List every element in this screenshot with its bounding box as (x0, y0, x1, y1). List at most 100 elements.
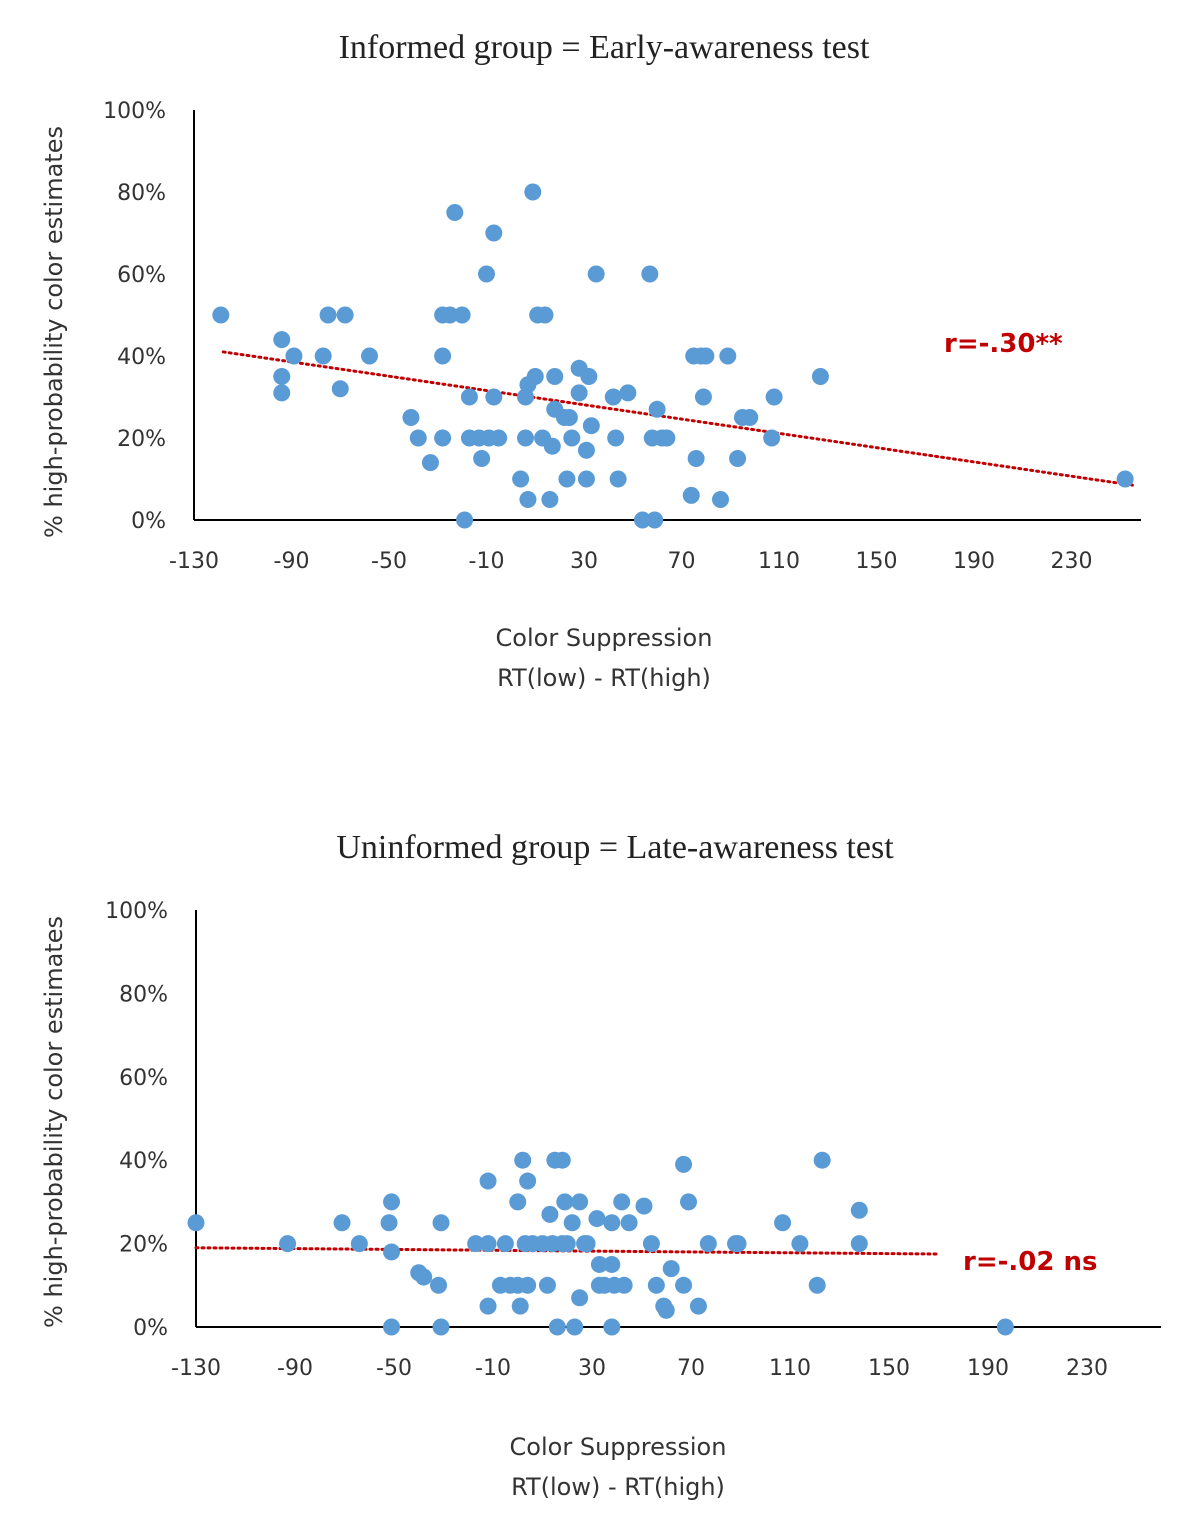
data-point (680, 1193, 698, 1211)
data-point (609, 470, 627, 488)
x-tick-label: 190 (967, 1356, 1009, 1381)
data-point (546, 368, 564, 385)
trendline (221, 350, 1134, 487)
data-point (587, 265, 605, 283)
data-point (432, 1318, 450, 1336)
data-point (675, 1155, 693, 1173)
data-point (648, 400, 666, 418)
data-point (635, 1197, 653, 1215)
y-tick-label: 100% (103, 99, 166, 124)
data-point (434, 347, 452, 365)
y-tick-label: 80% (119, 982, 168, 1007)
data-point (479, 1172, 497, 1190)
data-point (996, 1318, 1014, 1336)
data-point (285, 347, 303, 365)
data-point (658, 429, 676, 447)
chart-2-y-ticks: 0% 20% 40% 60% 80% 100% (105, 899, 168, 1341)
data-point (361, 347, 378, 365)
x-tick-label: 190 (953, 549, 995, 574)
data-point (571, 1193, 589, 1211)
y-tick-label: 80% (117, 181, 166, 206)
data-point (383, 1318, 401, 1336)
data-point (657, 1301, 675, 1319)
chart-2-correlation-label: r=-.02 ns (963, 1247, 1098, 1277)
x-tick-label: 110 (758, 549, 800, 574)
data-point (765, 388, 783, 406)
data-point (1116, 470, 1134, 488)
x-tick-label: -10 (469, 549, 505, 574)
data-point (634, 511, 651, 529)
data-point (603, 1255, 621, 1273)
data-point (543, 437, 561, 455)
data-point (719, 347, 737, 365)
data-point (560, 409, 578, 426)
y-tick-label: 60% (117, 263, 166, 288)
data-point (699, 1235, 717, 1253)
data-point (697, 347, 715, 365)
data-point (647, 1276, 665, 1294)
data-point (541, 491, 559, 508)
data-point (524, 183, 542, 201)
chart-1-y-ticks: 0% 20% 40% 60% 80% 100% (103, 99, 166, 534)
data-point (415, 1268, 433, 1286)
x-tick-label: -90 (277, 1356, 313, 1381)
data-point (519, 1276, 537, 1294)
data-point (519, 491, 537, 508)
y-tick-label: 40% (117, 345, 166, 370)
data-point (811, 368, 829, 385)
data-point (536, 306, 554, 324)
chart-1-xlabel-line2: RT(low) - RT(high) (497, 664, 711, 692)
data-point (642, 1235, 660, 1253)
chart-1-title: Informed group = Early-awareness test (339, 29, 870, 66)
data-point (712, 491, 729, 508)
data-point (453, 306, 471, 324)
data-point (456, 511, 474, 529)
data-point (615, 1276, 633, 1294)
x-tick-label: 150 (868, 1356, 910, 1381)
data-point (556, 1193, 574, 1211)
data-point (350, 1235, 368, 1253)
data-point (604, 388, 622, 406)
data-point (509, 1193, 527, 1211)
chart-informed: Informed group = Early-awareness test % … (40, 29, 1141, 692)
data-point (279, 1235, 297, 1253)
data-point (538, 1276, 556, 1294)
data-point (774, 1214, 792, 1232)
data-point (603, 1214, 621, 1232)
x-tick-label: -130 (171, 1356, 221, 1381)
data-point (402, 409, 420, 426)
x-tick-label: 30 (570, 549, 598, 574)
data-point (478, 265, 495, 283)
data-point (485, 224, 503, 242)
y-tick-label: 0% (131, 509, 166, 534)
y-tick-label: 60% (119, 1066, 168, 1091)
x-tick-label: 30 (578, 1356, 606, 1381)
data-point (460, 388, 478, 406)
chart-uninformed: Uninformed group = Late-awareness test %… (40, 829, 1161, 1501)
data-point (383, 1243, 401, 1261)
data-point (590, 1255, 608, 1273)
data-point (619, 384, 637, 402)
data-point (682, 486, 700, 504)
data-point (763, 429, 781, 447)
data-point (729, 1235, 747, 1253)
data-point (526, 368, 544, 385)
data-point (273, 384, 291, 402)
data-point (434, 429, 452, 447)
data-point (689, 1297, 707, 1315)
data-point (512, 470, 530, 488)
data-point (563, 1214, 581, 1232)
chart-2-points (187, 1151, 1014, 1336)
y-tick-label: 0% (133, 1316, 168, 1341)
chart-1-correlation-label: r=-.30** (944, 329, 1063, 359)
data-point (577, 441, 595, 459)
y-tick-label: 100% (105, 899, 168, 924)
chart-2-x-ticks: -130 -90 -50 -10 30 70 110 150 190 230 (171, 1356, 1108, 1381)
data-point (541, 1205, 559, 1223)
data-point (319, 306, 337, 324)
data-point (514, 1151, 532, 1169)
data-point (273, 331, 291, 349)
data-point (187, 1214, 205, 1232)
data-point (383, 1193, 401, 1211)
